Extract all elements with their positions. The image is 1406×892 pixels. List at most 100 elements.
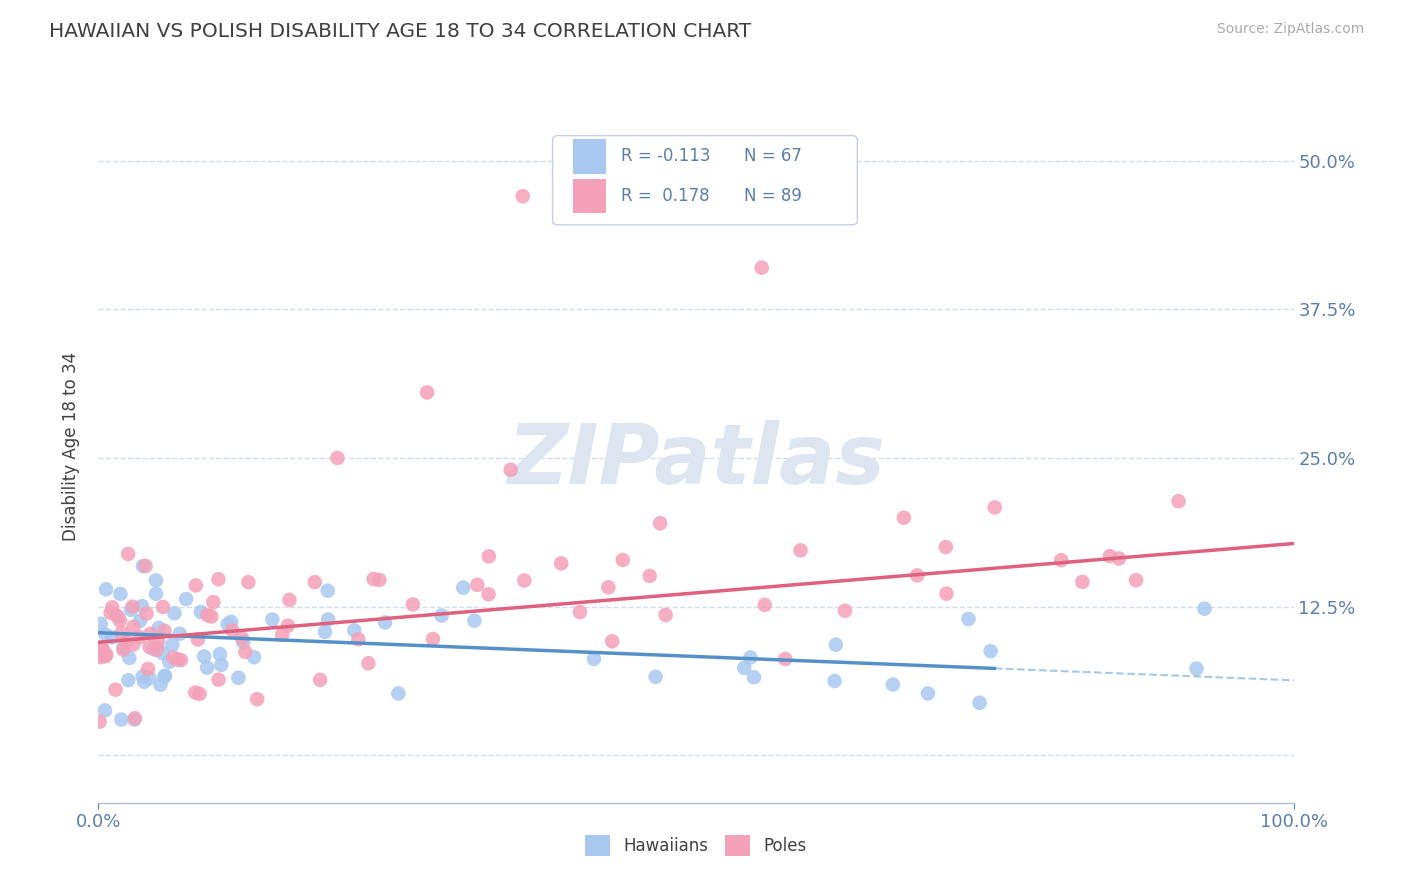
Point: [122, 620, 145, 634]
Text: ZIPatlas: ZIPatlas: [508, 420, 884, 500]
Point: [115, 635, 138, 649]
Point: [368, 573, 391, 587]
Point: [512, 189, 534, 203]
Point: [110, 587, 132, 601]
Point: [132, 559, 155, 574]
Point: [309, 673, 332, 687]
Point: [789, 543, 811, 558]
Point: [326, 450, 349, 465]
Point: [824, 638, 846, 652]
Point: [166, 652, 188, 666]
Bar: [572, 139, 606, 174]
Point: [170, 653, 193, 667]
Text: R =  0.178: R = 0.178: [620, 187, 709, 205]
Point: [145, 587, 167, 601]
Point: [208, 647, 231, 661]
Point: [152, 599, 174, 614]
Point: [105, 609, 128, 624]
Text: N = 89: N = 89: [744, 187, 801, 205]
Point: [94, 627, 117, 641]
Point: [138, 640, 160, 655]
Point: [101, 600, 124, 615]
Point: [654, 607, 676, 622]
Point: [262, 612, 284, 626]
Point: [136, 662, 159, 676]
Point: [935, 540, 957, 554]
Point: [316, 583, 339, 598]
Text: R = -0.113: R = -0.113: [620, 147, 710, 166]
Point: [122, 638, 145, 652]
Point: [1108, 551, 1130, 566]
Point: [134, 674, 156, 689]
Point: [638, 569, 661, 583]
Point: [152, 647, 174, 661]
Point: [94, 649, 117, 664]
Point: [1098, 549, 1121, 563]
Point: [742, 670, 765, 684]
Point: [219, 615, 242, 629]
Point: [209, 657, 232, 672]
Point: [184, 578, 207, 592]
Point: [357, 657, 380, 671]
Point: [648, 516, 672, 531]
Point: [917, 686, 939, 700]
Point: [202, 595, 225, 609]
Point: [131, 599, 153, 613]
Point: [169, 626, 191, 640]
Point: [139, 627, 162, 641]
Point: [188, 687, 211, 701]
Point: [598, 580, 620, 594]
Point: [246, 692, 269, 706]
FancyBboxPatch shape: [553, 136, 858, 225]
Point: [969, 696, 991, 710]
Legend: Hawaiians, Poles: Hawaiians, Poles: [578, 829, 814, 863]
Bar: [572, 178, 606, 213]
Point: [402, 598, 425, 612]
Point: [90, 616, 112, 631]
Point: [94, 582, 117, 597]
Point: [146, 635, 169, 649]
Point: [121, 599, 143, 614]
Point: [117, 547, 139, 561]
Point: [138, 671, 160, 685]
Point: [935, 587, 957, 601]
Point: [453, 581, 475, 595]
Point: [101, 631, 124, 645]
Point: [740, 650, 762, 665]
Point: [644, 670, 666, 684]
Point: [278, 593, 301, 607]
Point: [135, 607, 157, 621]
Point: [128, 630, 150, 644]
Point: [207, 673, 229, 687]
Point: [882, 677, 904, 691]
Point: [1185, 662, 1208, 676]
Point: [153, 624, 176, 638]
Point: [187, 632, 209, 647]
Point: [477, 587, 499, 601]
Point: [1194, 601, 1216, 615]
Point: [550, 557, 572, 571]
Point: [89, 714, 111, 729]
Point: [363, 572, 385, 586]
Point: [217, 617, 239, 632]
Point: [90, 642, 112, 657]
Point: [824, 673, 846, 688]
Point: [124, 713, 146, 727]
Point: [146, 640, 169, 655]
Point: [148, 621, 170, 635]
Point: [120, 603, 142, 617]
Point: [184, 685, 207, 699]
Point: [893, 510, 915, 524]
Point: [131, 669, 153, 683]
Point: [107, 609, 129, 624]
Point: [231, 632, 253, 646]
Point: [957, 612, 980, 626]
Point: [277, 618, 299, 632]
Point: [96, 648, 118, 662]
Point: [304, 575, 326, 590]
Point: [232, 635, 254, 649]
Point: [582, 652, 605, 666]
Point: [157, 655, 180, 669]
Point: [983, 500, 1005, 515]
Point: [238, 575, 260, 590]
